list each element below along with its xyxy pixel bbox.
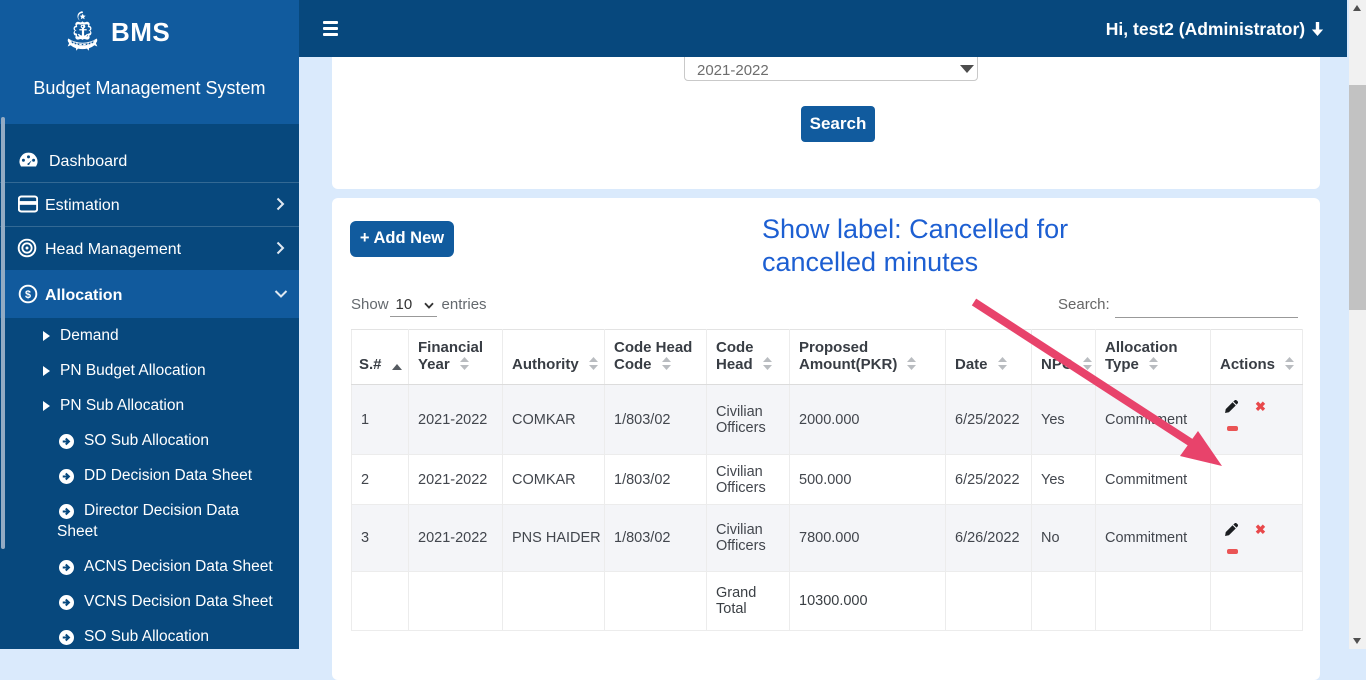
svg-text:$: $ xyxy=(25,289,31,301)
